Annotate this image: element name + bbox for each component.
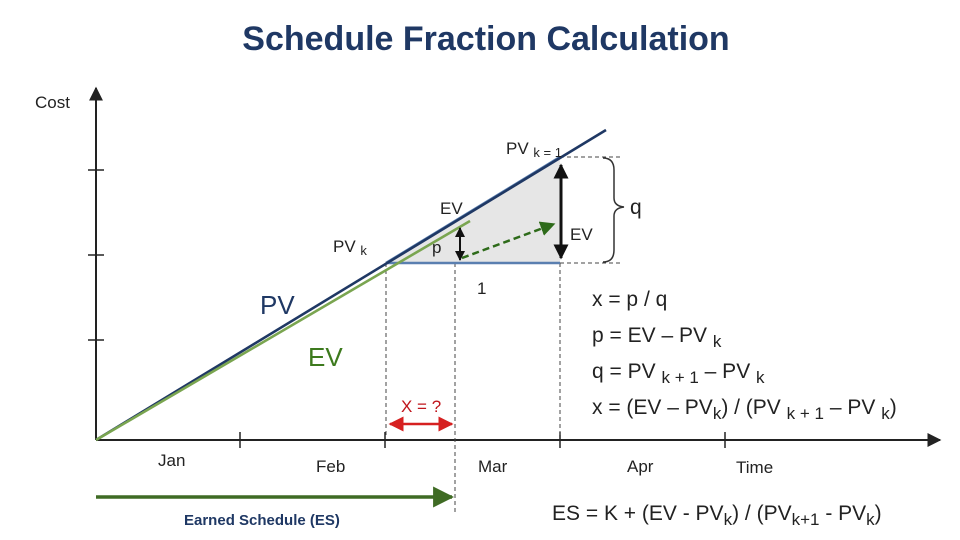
x-unknown-label: X = ? <box>401 397 441 416</box>
ev-point-label: EV <box>440 199 463 218</box>
formula-x-expanded: x = (EV – PVk) / (PV k + 1 – PV k) <box>592 396 897 424</box>
earned-schedule-label: Earned Schedule (ES) <box>184 512 340 529</box>
month-label-apr: Apr <box>627 457 654 476</box>
formula-earned-schedule: ES = K + (EV - PVk) / (PVk+1 - PVk) <box>552 502 882 529</box>
ev-segment-label: EV <box>570 225 593 244</box>
month-label-mar: Mar <box>478 457 508 476</box>
pv-k1-label: PV k = 1 <box>506 139 562 160</box>
p-label: p <box>432 238 441 257</box>
pv-k-label: PV k <box>333 237 367 258</box>
y-axis-label: Cost <box>35 93 70 112</box>
one-label: 1 <box>477 279 486 298</box>
formula-p: p = EV – PV k <box>592 324 722 351</box>
formula-q: q = PV k + 1 – PV k <box>592 360 765 388</box>
month-label-jan: Jan <box>158 451 185 470</box>
formula-x: x = p / q <box>592 288 667 311</box>
q-label: q <box>630 196 642 219</box>
q-brace <box>602 157 625 263</box>
pv-line <box>95 128 607 442</box>
diagram-title: Schedule Fraction Calculation <box>242 20 729 58</box>
ev-line <box>95 219 471 442</box>
ev-line-label: EV <box>308 342 343 372</box>
pv-line-label: PV <box>260 290 295 320</box>
month-label-feb: Feb <box>316 457 345 476</box>
x-axis-label: Time <box>736 458 773 477</box>
ev-dashed-arrow <box>461 221 556 260</box>
